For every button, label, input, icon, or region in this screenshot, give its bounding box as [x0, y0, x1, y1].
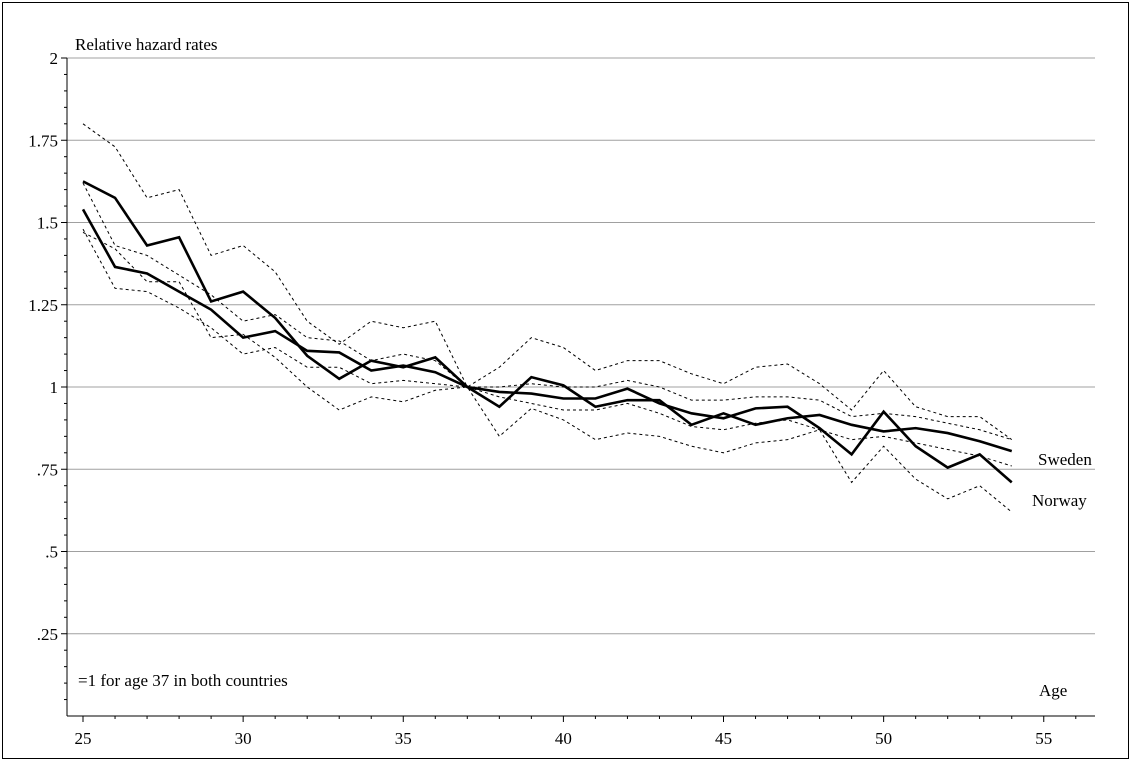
- chart-note: =1 for age 37 in both countries: [78, 671, 288, 690]
- y-tick-label: 2: [50, 49, 59, 68]
- series-label-sweden: Sweden: [1038, 450, 1092, 469]
- y-axis-title: Relative hazard rates: [75, 35, 218, 54]
- y-tick-label: 1.75: [28, 131, 58, 150]
- ticks: .25 .5 .75 1 1.25 1.5 1.75 2 25 30 35 40 45 50 55: [28, 49, 1077, 748]
- x-tick-label: 35: [395, 729, 412, 748]
- x-tick-label: 50: [875, 729, 892, 748]
- x-tick-label: 25: [75, 729, 92, 748]
- x-axis-title: Age: [1039, 681, 1067, 700]
- y-tick-label: 1: [50, 378, 59, 397]
- y-tick-label: .25: [37, 625, 58, 644]
- gridlines: [67, 57, 1095, 635]
- y-tick-label: 1.25: [28, 296, 58, 315]
- x-tick-label: 55: [1035, 729, 1052, 748]
- series-line-sweden: [81, 208, 1013, 484]
- series-line-norway: [82, 180, 1013, 453]
- confidence-band-line: [82, 123, 1013, 441]
- x-tick-label: 40: [555, 729, 572, 748]
- x-tick-label: 30: [235, 729, 252, 748]
- series-label-norway: Norway: [1032, 491, 1087, 510]
- confidence-band-line: [82, 231, 1013, 513]
- confidence-band-line: [82, 182, 1012, 441]
- y-tick-label: .75: [37, 460, 58, 479]
- y-tick-label: 1.5: [37, 214, 58, 233]
- y-tick-label: .5: [45, 543, 58, 562]
- x-tick-label: 45: [715, 729, 732, 748]
- series: [81, 123, 1013, 513]
